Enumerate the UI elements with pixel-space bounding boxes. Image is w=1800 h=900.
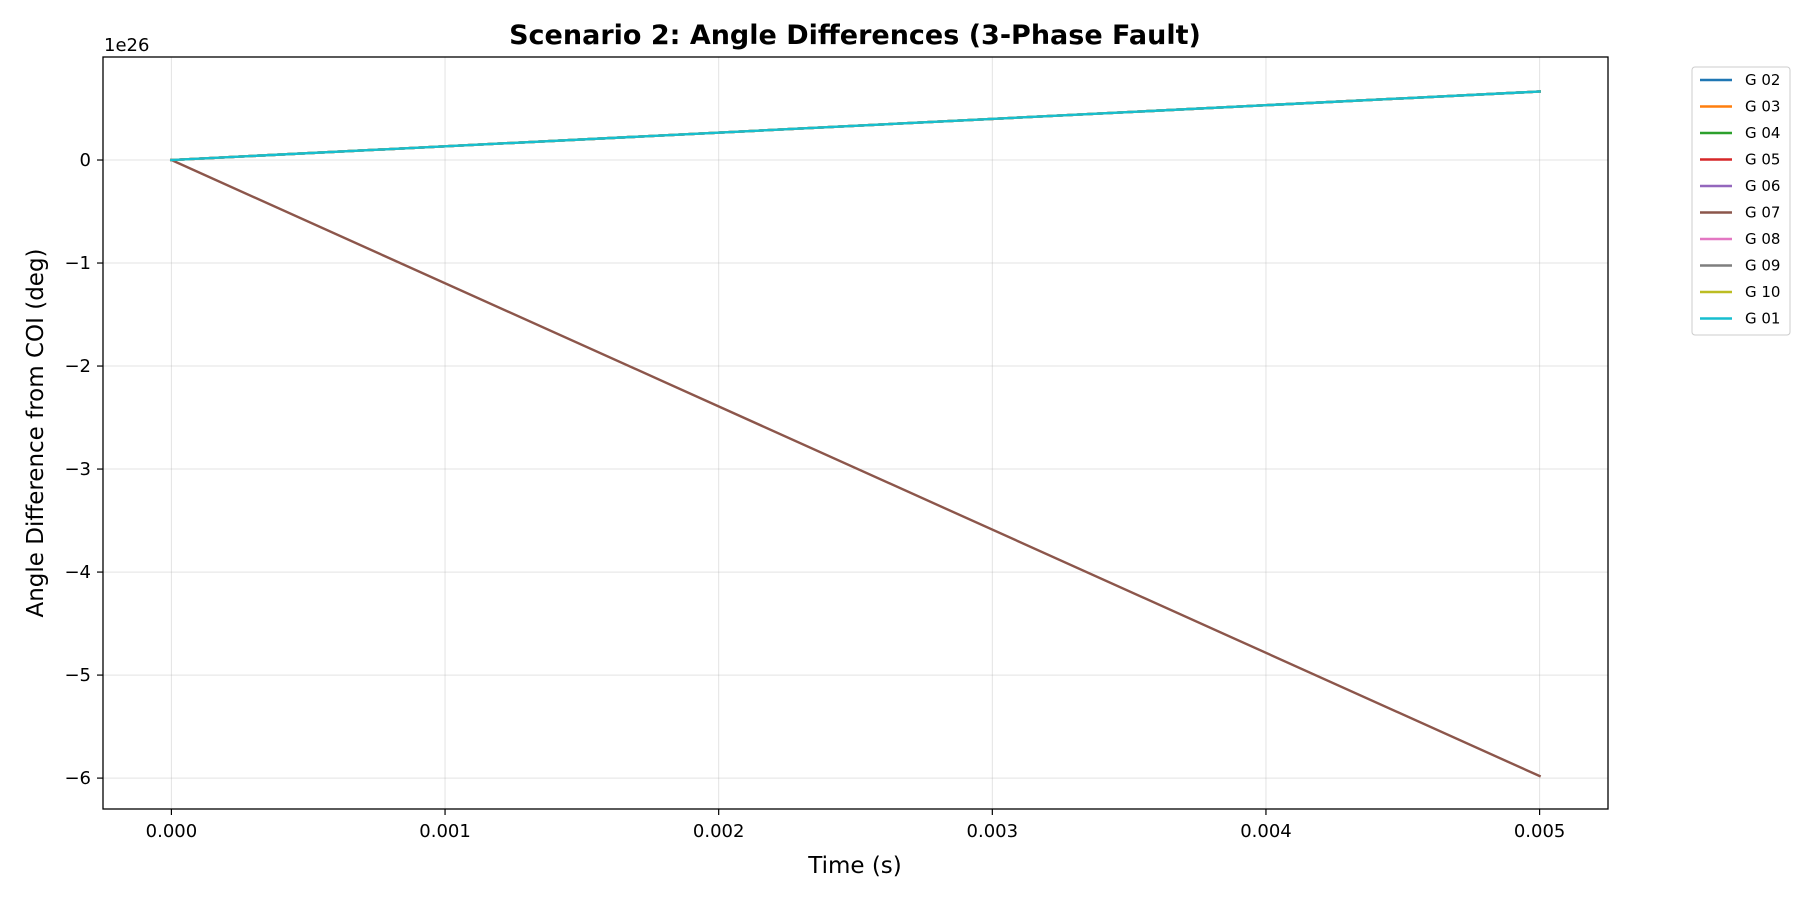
legend-label: G 07 [1745,204,1780,222]
legend-label: G 09 [1745,257,1780,275]
y-tick-label: −6 [64,768,91,789]
x-axis-label: Time (s) [807,853,902,879]
legend-label: G 08 [1745,230,1780,248]
x-tick-label: 0.002 [693,821,745,842]
grid [103,57,1608,809]
y-tick-label: 0 [80,150,91,171]
y-tick-label: −3 [64,459,91,480]
y-tick-label: −2 [64,356,91,377]
legend: G 02 G 03 G 04 G 05 G 06 G 07 G 08 G 09 G 10 G 01 [1691,66,1791,336]
y-axis-ticks: 0 −1 −2 −3 −4 −5 −6 [64,150,103,789]
series-lines [169,90,1542,778]
legend-label: G 02 [1745,71,1780,89]
y-tick-label: −5 [64,665,91,686]
x-tick-label: 0.003 [967,821,1019,842]
x-tick-label: 0.001 [419,821,471,842]
x-tick-label: 0.000 [146,821,198,842]
legend-label: G 01 [1745,310,1780,328]
y-axis-label: Angle Difference from COI (deg) [23,248,49,617]
x-axis-ticks: 0.000 0.001 0.002 0.003 0.004 0.005 [146,809,1566,842]
x-tick-label: 0.004 [1240,821,1292,842]
y-tick-label: −1 [64,253,91,274]
x-tick-label: 0.005 [1514,821,1566,842]
plot-frame [102,56,1609,810]
legend-label: G 04 [1745,124,1780,142]
legend-label: G 05 [1745,151,1780,169]
series-line-g-01 [170,90,1541,162]
legend-label: G 03 [1745,98,1780,116]
chart-title: Scenario 2: Angle Differences (3-Phase F… [509,20,1201,51]
legend-label: G 10 [1745,283,1780,301]
legend-label: G 06 [1745,177,1780,195]
series-line-g-07 [169,158,1542,778]
y-offset-label: 1e26 [104,35,149,56]
y-tick-label: −4 [64,562,91,583]
